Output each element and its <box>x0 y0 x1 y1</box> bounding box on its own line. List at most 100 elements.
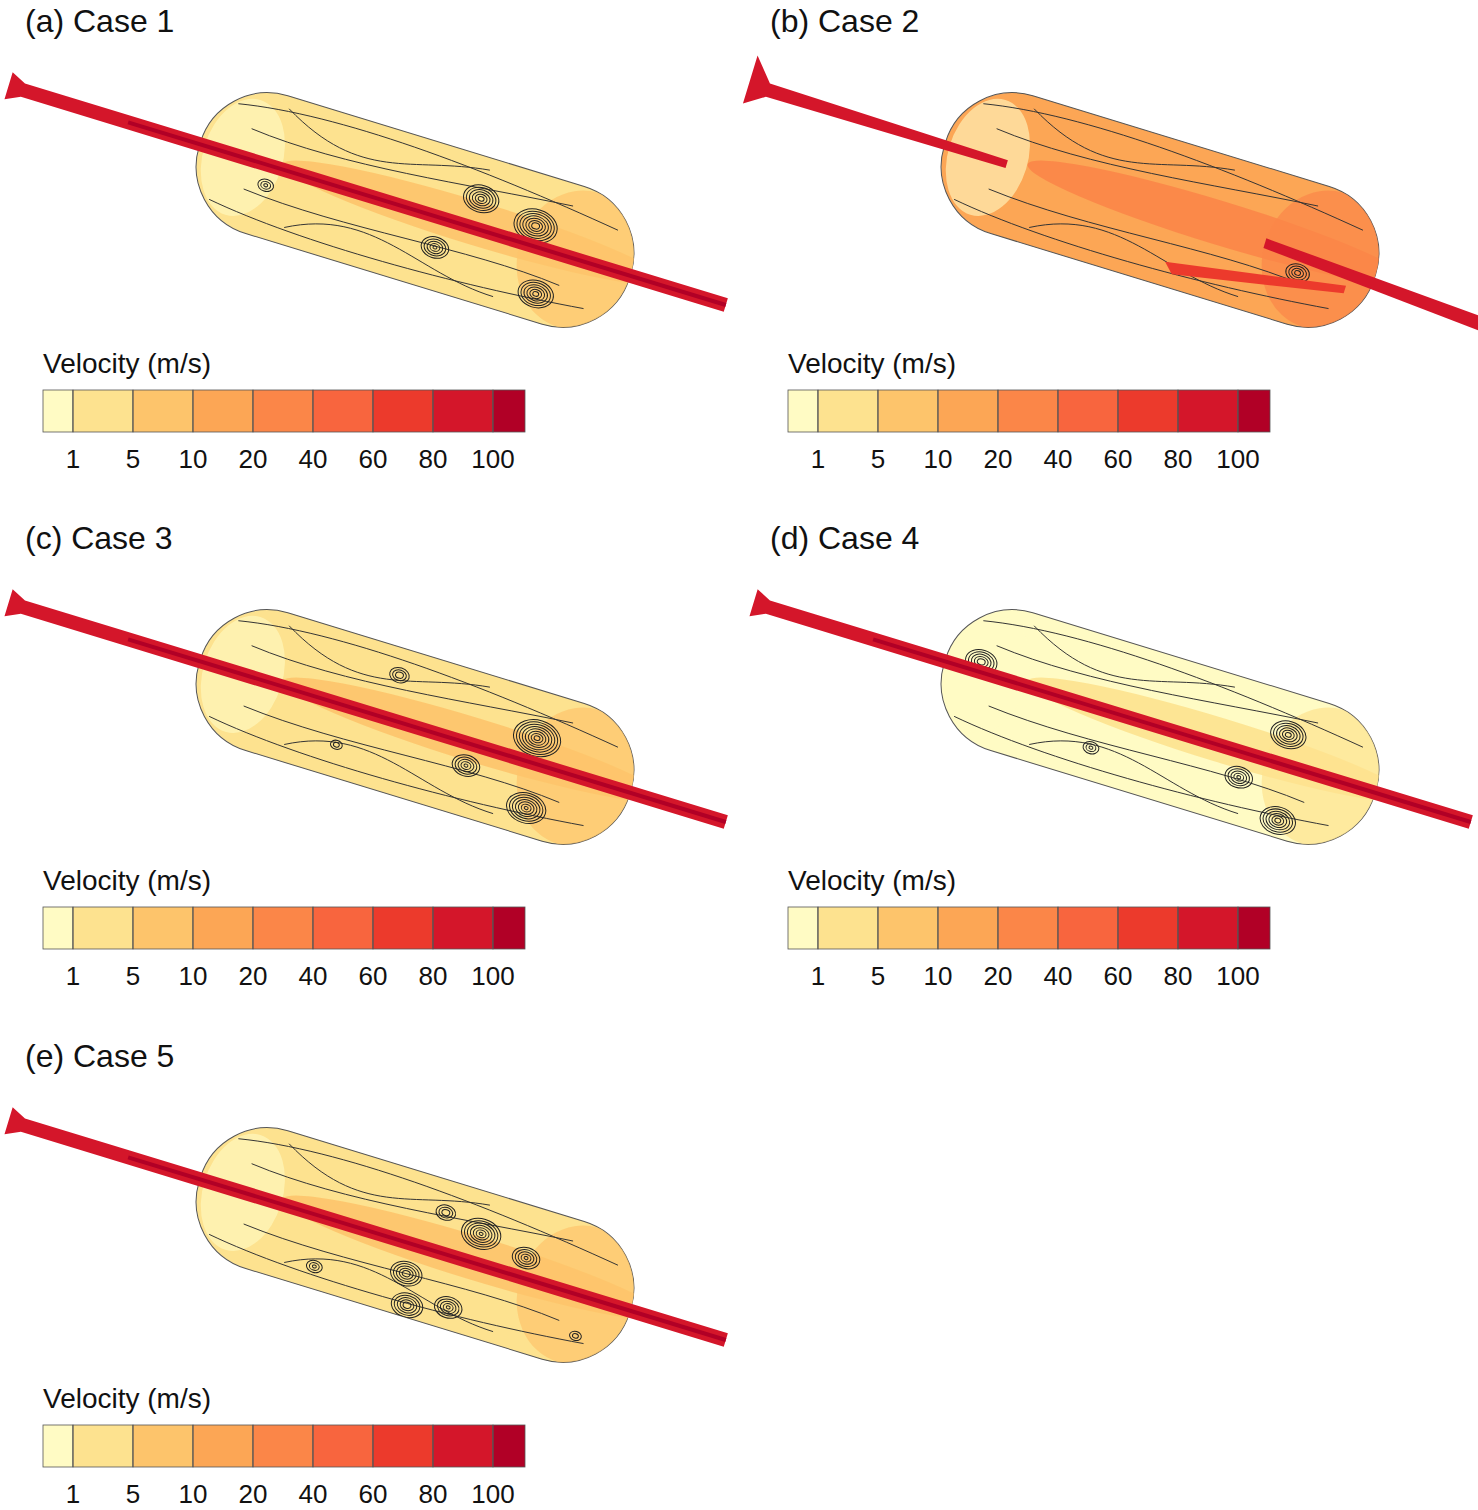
jet-core <box>128 637 727 824</box>
vortex <box>442 1302 454 1312</box>
streamline <box>980 93 1369 230</box>
colorbar-cell <box>43 390 73 432</box>
panel: (b) Case 2Velocity (m/s)151020406080100 <box>728 3 1478 474</box>
colorbar-label: Velocity (m/s) <box>43 865 211 896</box>
panel-title: (e) Case 5 <box>25 1038 174 1074</box>
vortex <box>568 1330 582 1342</box>
vortex <box>426 239 445 255</box>
colorbar-tick-label: 80 <box>419 961 448 991</box>
vortex <box>308 1261 320 1271</box>
colorbar-tick <box>818 390 819 432</box>
vortex <box>392 1292 423 1318</box>
vortex <box>517 1250 536 1266</box>
vortex <box>1274 723 1302 747</box>
vortex <box>333 742 340 748</box>
vortex <box>418 233 451 261</box>
vortex <box>468 1223 494 1245</box>
streamline <box>1027 109 1235 194</box>
colorbar-cell <box>878 390 938 432</box>
colorbar-tick <box>253 390 254 432</box>
streamline <box>206 1230 583 1357</box>
colorbar-tick-label: 1 <box>811 961 825 991</box>
flow-field <box>733 534 1478 891</box>
colorbar-cell <box>1118 390 1178 432</box>
jet <box>1162 233 1346 324</box>
colorbar-tick-label: 80 <box>1164 444 1193 474</box>
colorbar-tick <box>1058 390 1059 432</box>
colorbar-cell <box>73 390 133 432</box>
vortex <box>305 1258 324 1274</box>
streamline <box>206 195 583 322</box>
vortex <box>439 1299 458 1315</box>
colorbar-cell <box>73 907 133 949</box>
streamline <box>951 195 1328 322</box>
colorbar-label: Velocity (m/s) <box>43 1383 211 1414</box>
vortex <box>506 791 546 825</box>
colorbar-tick-label: 1 <box>66 961 80 991</box>
jet-core <box>873 637 1472 824</box>
vortex <box>460 181 502 217</box>
colorbar-tick-label: 60 <box>359 444 388 474</box>
vortex <box>1285 732 1292 738</box>
colorbar-cell <box>493 390 525 432</box>
vortex <box>329 739 343 751</box>
vortex <box>1281 729 1295 741</box>
colorbar-tick <box>373 390 374 432</box>
vortex <box>465 1220 498 1248</box>
colorbar-tick <box>193 390 194 432</box>
colorbar-tick <box>373 907 374 949</box>
vortex <box>432 1293 465 1321</box>
vortex <box>1278 726 1299 744</box>
colorbar-tick <box>253 907 254 949</box>
vortex <box>1085 743 1097 753</box>
flow-field <box>0 1052 747 1409</box>
colorbar-tick-label: 60 <box>359 961 388 991</box>
vortex <box>453 754 479 776</box>
vortex <box>524 806 529 810</box>
colorbar-tick-label: 60 <box>359 1479 388 1509</box>
vortex <box>1226 766 1252 788</box>
vortex <box>475 1229 487 1239</box>
colorbar-cell <box>788 390 818 432</box>
colorbar-tick <box>878 907 879 949</box>
vortex <box>429 242 441 252</box>
jet <box>1259 238 1478 330</box>
vortex <box>460 761 472 771</box>
colorbar-tick <box>73 907 74 949</box>
streamline <box>206 712 583 839</box>
colorbar-tick <box>878 390 879 432</box>
colorbar-cell <box>133 390 193 432</box>
jet-core <box>128 1155 727 1342</box>
vortex <box>388 1289 426 1321</box>
colorbar-tick <box>1178 907 1179 949</box>
colorbar-tick-label: 100 <box>1216 444 1259 474</box>
colorbar-tick <box>1118 907 1119 949</box>
flow-field <box>728 15 1478 378</box>
colorbar-cell <box>1058 907 1118 949</box>
vortex <box>525 285 546 303</box>
colorbar-tick-label: 5 <box>126 1479 140 1509</box>
vortex <box>402 1301 411 1309</box>
vortex <box>260 180 272 190</box>
vortex <box>515 276 557 312</box>
colorbar-cell <box>193 1425 253 1467</box>
vortex <box>395 671 404 679</box>
colorbar-tick <box>193 907 194 949</box>
jet <box>4 1107 729 1353</box>
colorbar-cell <box>43 1425 73 1467</box>
flow-field <box>0 534 747 891</box>
vortex <box>461 1217 501 1251</box>
colorbar-tick-label: 20 <box>984 444 1013 474</box>
vortex <box>471 190 492 208</box>
colorbar-cell <box>373 1425 433 1467</box>
vessel-interior <box>929 79 1396 345</box>
vortex <box>438 1206 454 1220</box>
colorbar-tick <box>493 907 494 949</box>
colorbar-cell <box>818 390 878 432</box>
vortex <box>522 282 550 306</box>
colorbar-cell <box>938 907 998 949</box>
vortex <box>399 1298 415 1312</box>
colorbar-tick-label: 10 <box>179 961 208 991</box>
colorbar-tick-label: 1 <box>66 1479 80 1509</box>
vortex <box>524 216 548 236</box>
